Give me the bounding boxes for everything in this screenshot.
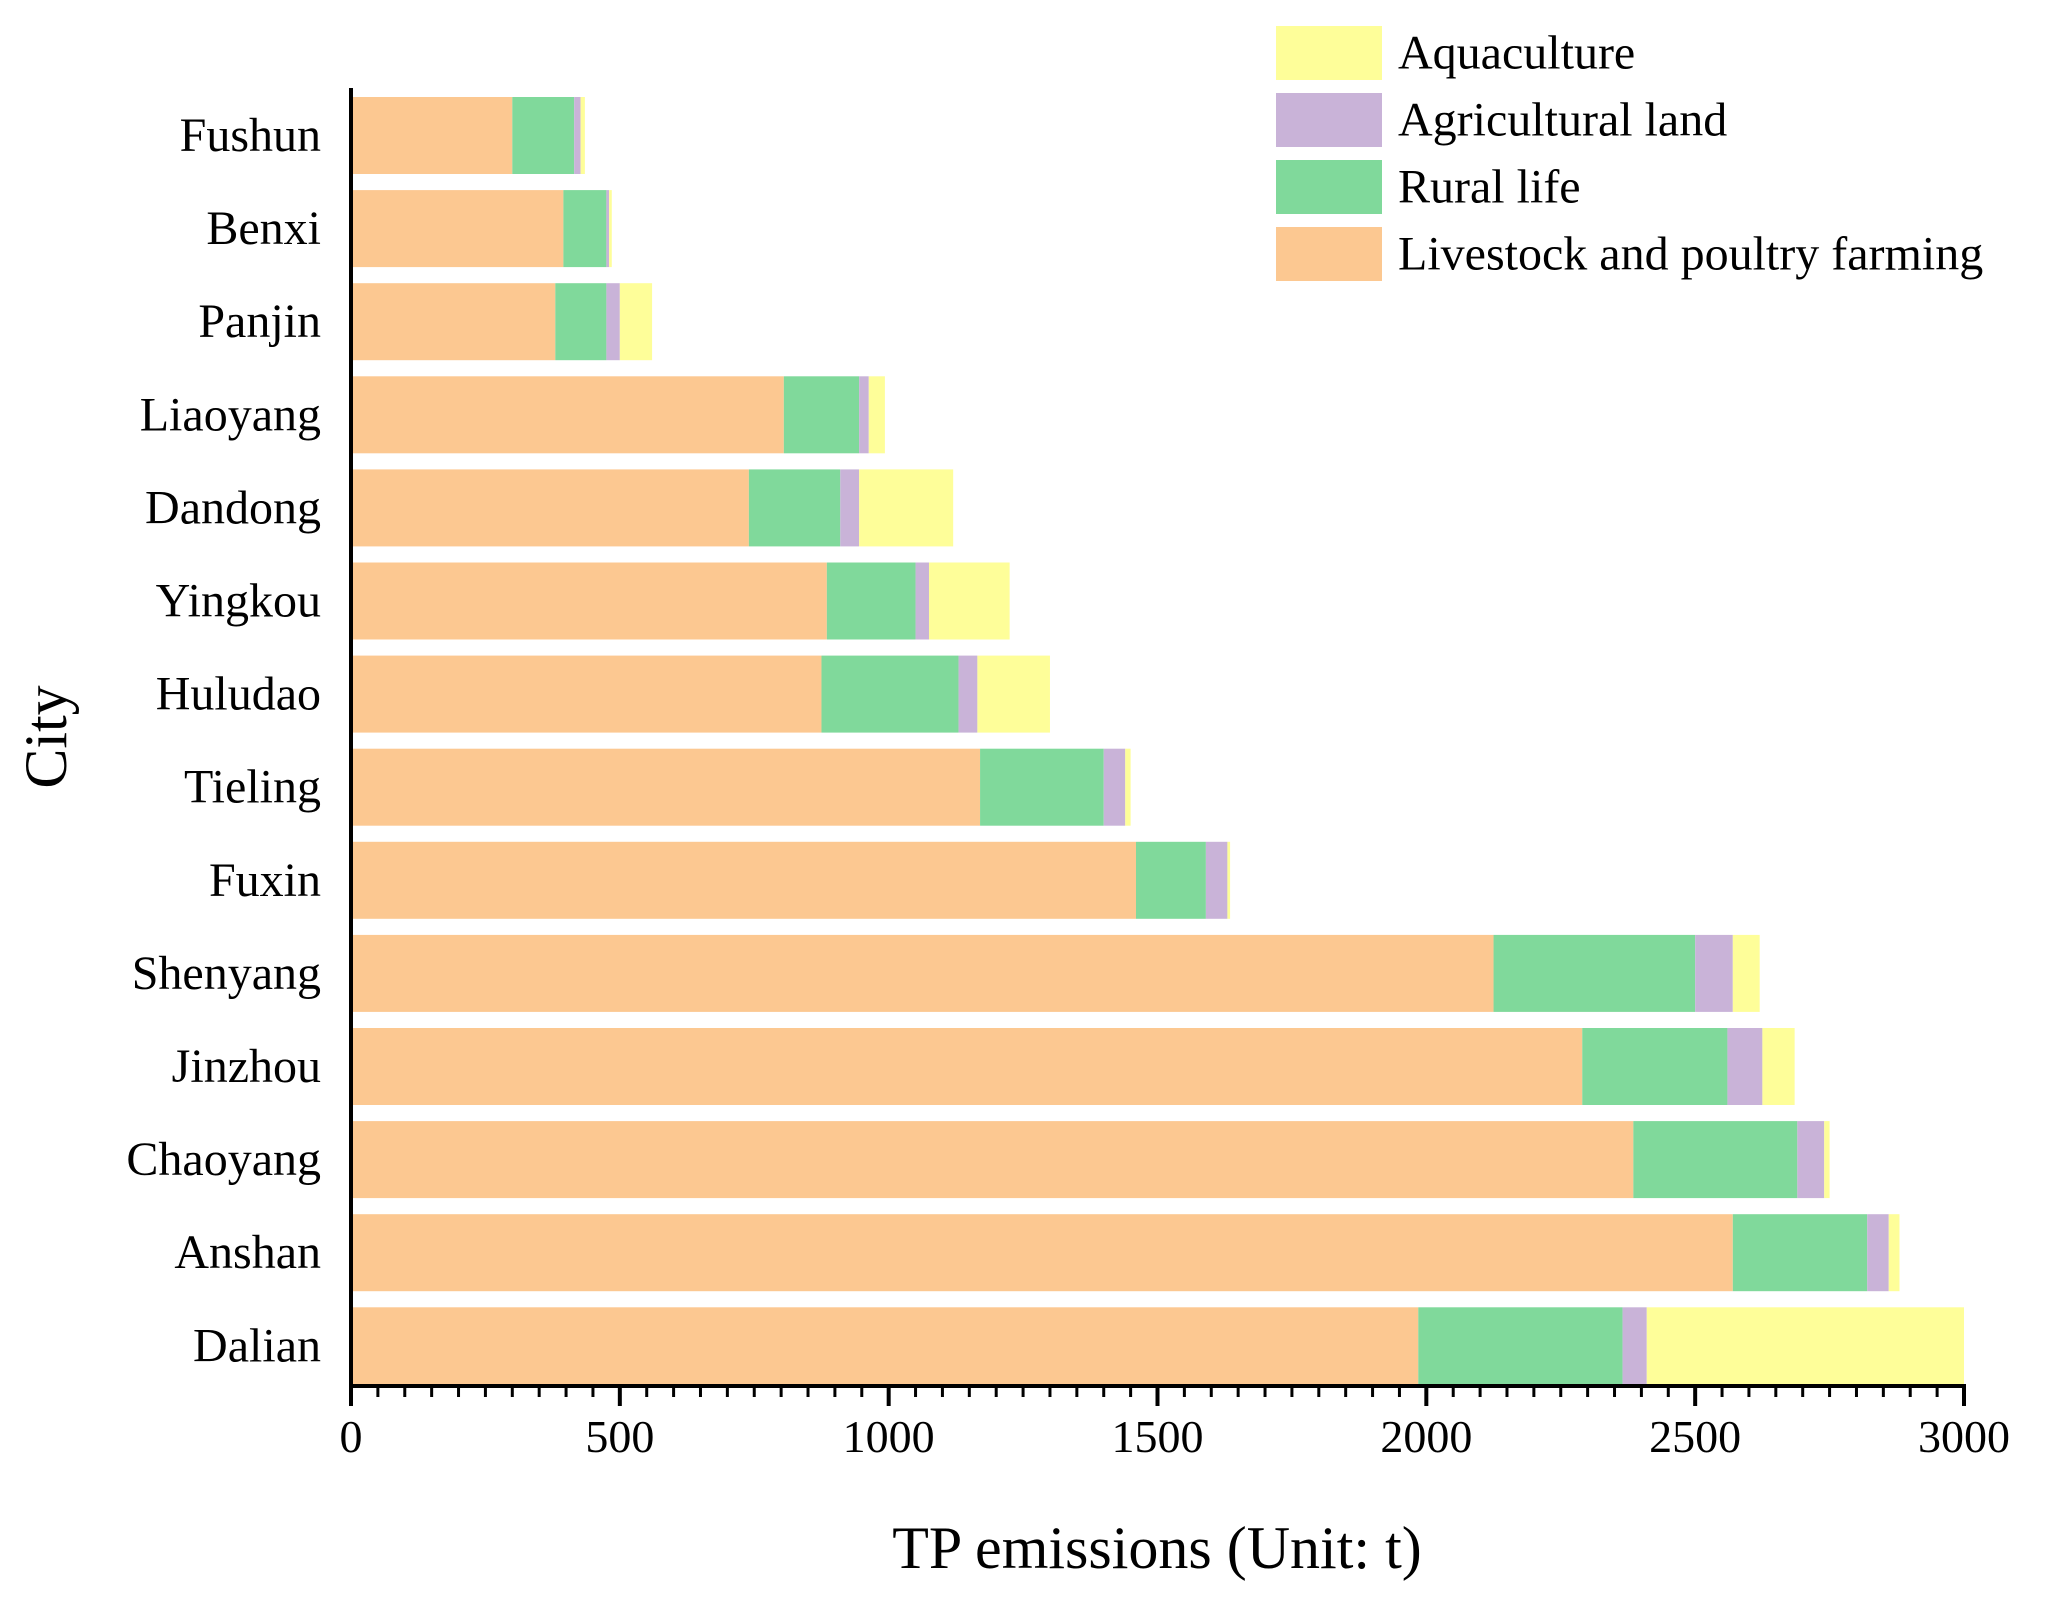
legend-swatch-aqua — [1276, 26, 1382, 80]
x-tick-label: 500 — [585, 1411, 654, 1462]
bar-dandong-rural — [748, 469, 841, 547]
bar-fushun-agri — [574, 97, 581, 174]
bar-chaoyang-aqua — [1824, 1121, 1830, 1199]
x-tick-label: 3000 — [1918, 1411, 2010, 1462]
bar-dalian-rural — [1418, 1307, 1623, 1385]
bar-liaoyang-livestock — [351, 376, 784, 454]
legend-label-agri: Agricultural land — [1398, 94, 1727, 147]
city-label-benxi: Benxi — [206, 202, 321, 255]
x-tick-label: 1500 — [1112, 1411, 1204, 1462]
legend-label-rural: Rural life — [1398, 161, 1581, 214]
city-label-jinzhou: Jinzhou — [172, 1040, 321, 1093]
bar-huludao-agri — [958, 655, 978, 733]
bar-fushun-livestock — [351, 97, 513, 174]
bar-tieling-rural — [980, 748, 1104, 826]
bar-shenyang-aqua — [1732, 934, 1760, 1012]
bar-benxi-aqua — [609, 190, 612, 268]
bar-dalian-agri — [1622, 1307, 1647, 1385]
bar-fuxin-agri — [1205, 841, 1228, 919]
bar-tieling-agri — [1103, 748, 1126, 826]
bar-benxi-agri — [606, 190, 610, 268]
bar-shenyang-agri — [1695, 934, 1733, 1012]
city-label-liaoyang: Liaoyang — [140, 388, 321, 441]
city-label-fushun: Fushun — [180, 109, 321, 162]
bar-yingkou-aqua — [928, 562, 1010, 640]
city-label-yingkou: Yingkou — [156, 575, 321, 628]
bar-tieling-livestock — [351, 748, 981, 826]
bar-chaoyang-livestock — [351, 1121, 1634, 1199]
bar-fuxin-aqua — [1227, 841, 1231, 919]
bar-yingkou-livestock — [351, 562, 827, 640]
bar-anshan-livestock — [351, 1214, 1733, 1292]
bar-dalian-aqua — [1646, 1307, 1964, 1385]
city-label-huludao: Huludao — [156, 668, 321, 721]
city-label-dalian: Dalian — [193, 1319, 321, 1372]
legend-swatch-livestock — [1276, 227, 1382, 281]
bar-shenyang-livestock — [351, 934, 1494, 1012]
bar-fushun-aqua — [580, 97, 585, 174]
bar-shenyang-rural — [1493, 934, 1696, 1012]
axes-layer — [349, 88, 1966, 1406]
bar-liaoyang-agri — [859, 376, 869, 454]
x-tick-label: 0 — [340, 1411, 363, 1462]
legend-label-aqua: Aquaculture — [1398, 27, 1635, 80]
bar-jinzhou-aqua — [1762, 1028, 1795, 1105]
bar-huludao-aqua — [977, 655, 1050, 733]
city-label-shenyang: Shenyang — [132, 947, 321, 1000]
legend-label-livestock: Livestock and poultry farming — [1398, 228, 1983, 281]
bar-huludao-livestock — [351, 655, 822, 733]
bar-fushun-rural — [512, 97, 575, 174]
bar-anshan-aqua — [1888, 1214, 1900, 1292]
bar-anshan-rural — [1732, 1214, 1868, 1292]
bar-chaoyang-agri — [1797, 1121, 1825, 1199]
bar-dandong-livestock — [351, 469, 749, 547]
bar-yingkou-rural — [826, 562, 916, 640]
bar-fuxin-livestock — [351, 841, 1136, 919]
bar-dandong-agri — [840, 469, 860, 547]
x-tick-label: 2500 — [1649, 1411, 1741, 1462]
bar-tieling-aqua — [1125, 748, 1131, 826]
bar-panjin-livestock — [351, 283, 556, 361]
bar-panjin-agri — [606, 283, 620, 361]
x-axis-title: TP emissions (Unit: t) — [892, 1515, 1421, 1581]
bar-benxi-livestock — [351, 190, 564, 268]
legend: Aquaculture Agricultural land Rural life Li… — [1276, 26, 1983, 281]
city-label-chaoyang: Chaoyang — [126, 1133, 321, 1186]
bar-jinzhou-livestock — [351, 1028, 1583, 1105]
city-label-tieling: Tieling — [184, 761, 321, 814]
y-axis-title: City — [13, 685, 79, 788]
bar-yingkou-agri — [915, 562, 929, 640]
bar-huludao-rural — [821, 655, 959, 733]
bar-panjin-rural — [555, 283, 607, 361]
labels-layer: Fushun Benxi Panjin Liaoyang Dandong Yingkou H… — [13, 109, 2010, 1581]
x-tick-label: 1000 — [843, 1411, 935, 1462]
bar-anshan-agri — [1867, 1214, 1889, 1292]
bar-panjin-aqua — [619, 283, 653, 361]
legend-swatch-rural — [1276, 160, 1382, 214]
bar-benxi-rural — [563, 190, 607, 268]
legend-swatch-agri — [1276, 93, 1382, 147]
bar-liaoyang-rural — [783, 376, 860, 454]
x-tick-label: 2000 — [1380, 1411, 1472, 1462]
bar-chaoyang-rural — [1633, 1121, 1798, 1199]
bar-liaoyang-aqua — [868, 376, 885, 454]
bars-layer — [351, 97, 1964, 1385]
city-label-anshan: Anshan — [174, 1226, 321, 1279]
bar-jinzhou-agri — [1727, 1028, 1763, 1105]
city-label-panjin: Panjin — [198, 295, 321, 348]
bar-dandong-aqua — [859, 469, 954, 547]
city-label-fuxin: Fuxin — [209, 854, 321, 907]
bar-dalian-livestock — [351, 1307, 1419, 1385]
bar-jinzhou-rural — [1582, 1028, 1728, 1105]
city-label-dandong: Dandong — [145, 481, 321, 534]
bar-fuxin-rural — [1135, 841, 1206, 919]
